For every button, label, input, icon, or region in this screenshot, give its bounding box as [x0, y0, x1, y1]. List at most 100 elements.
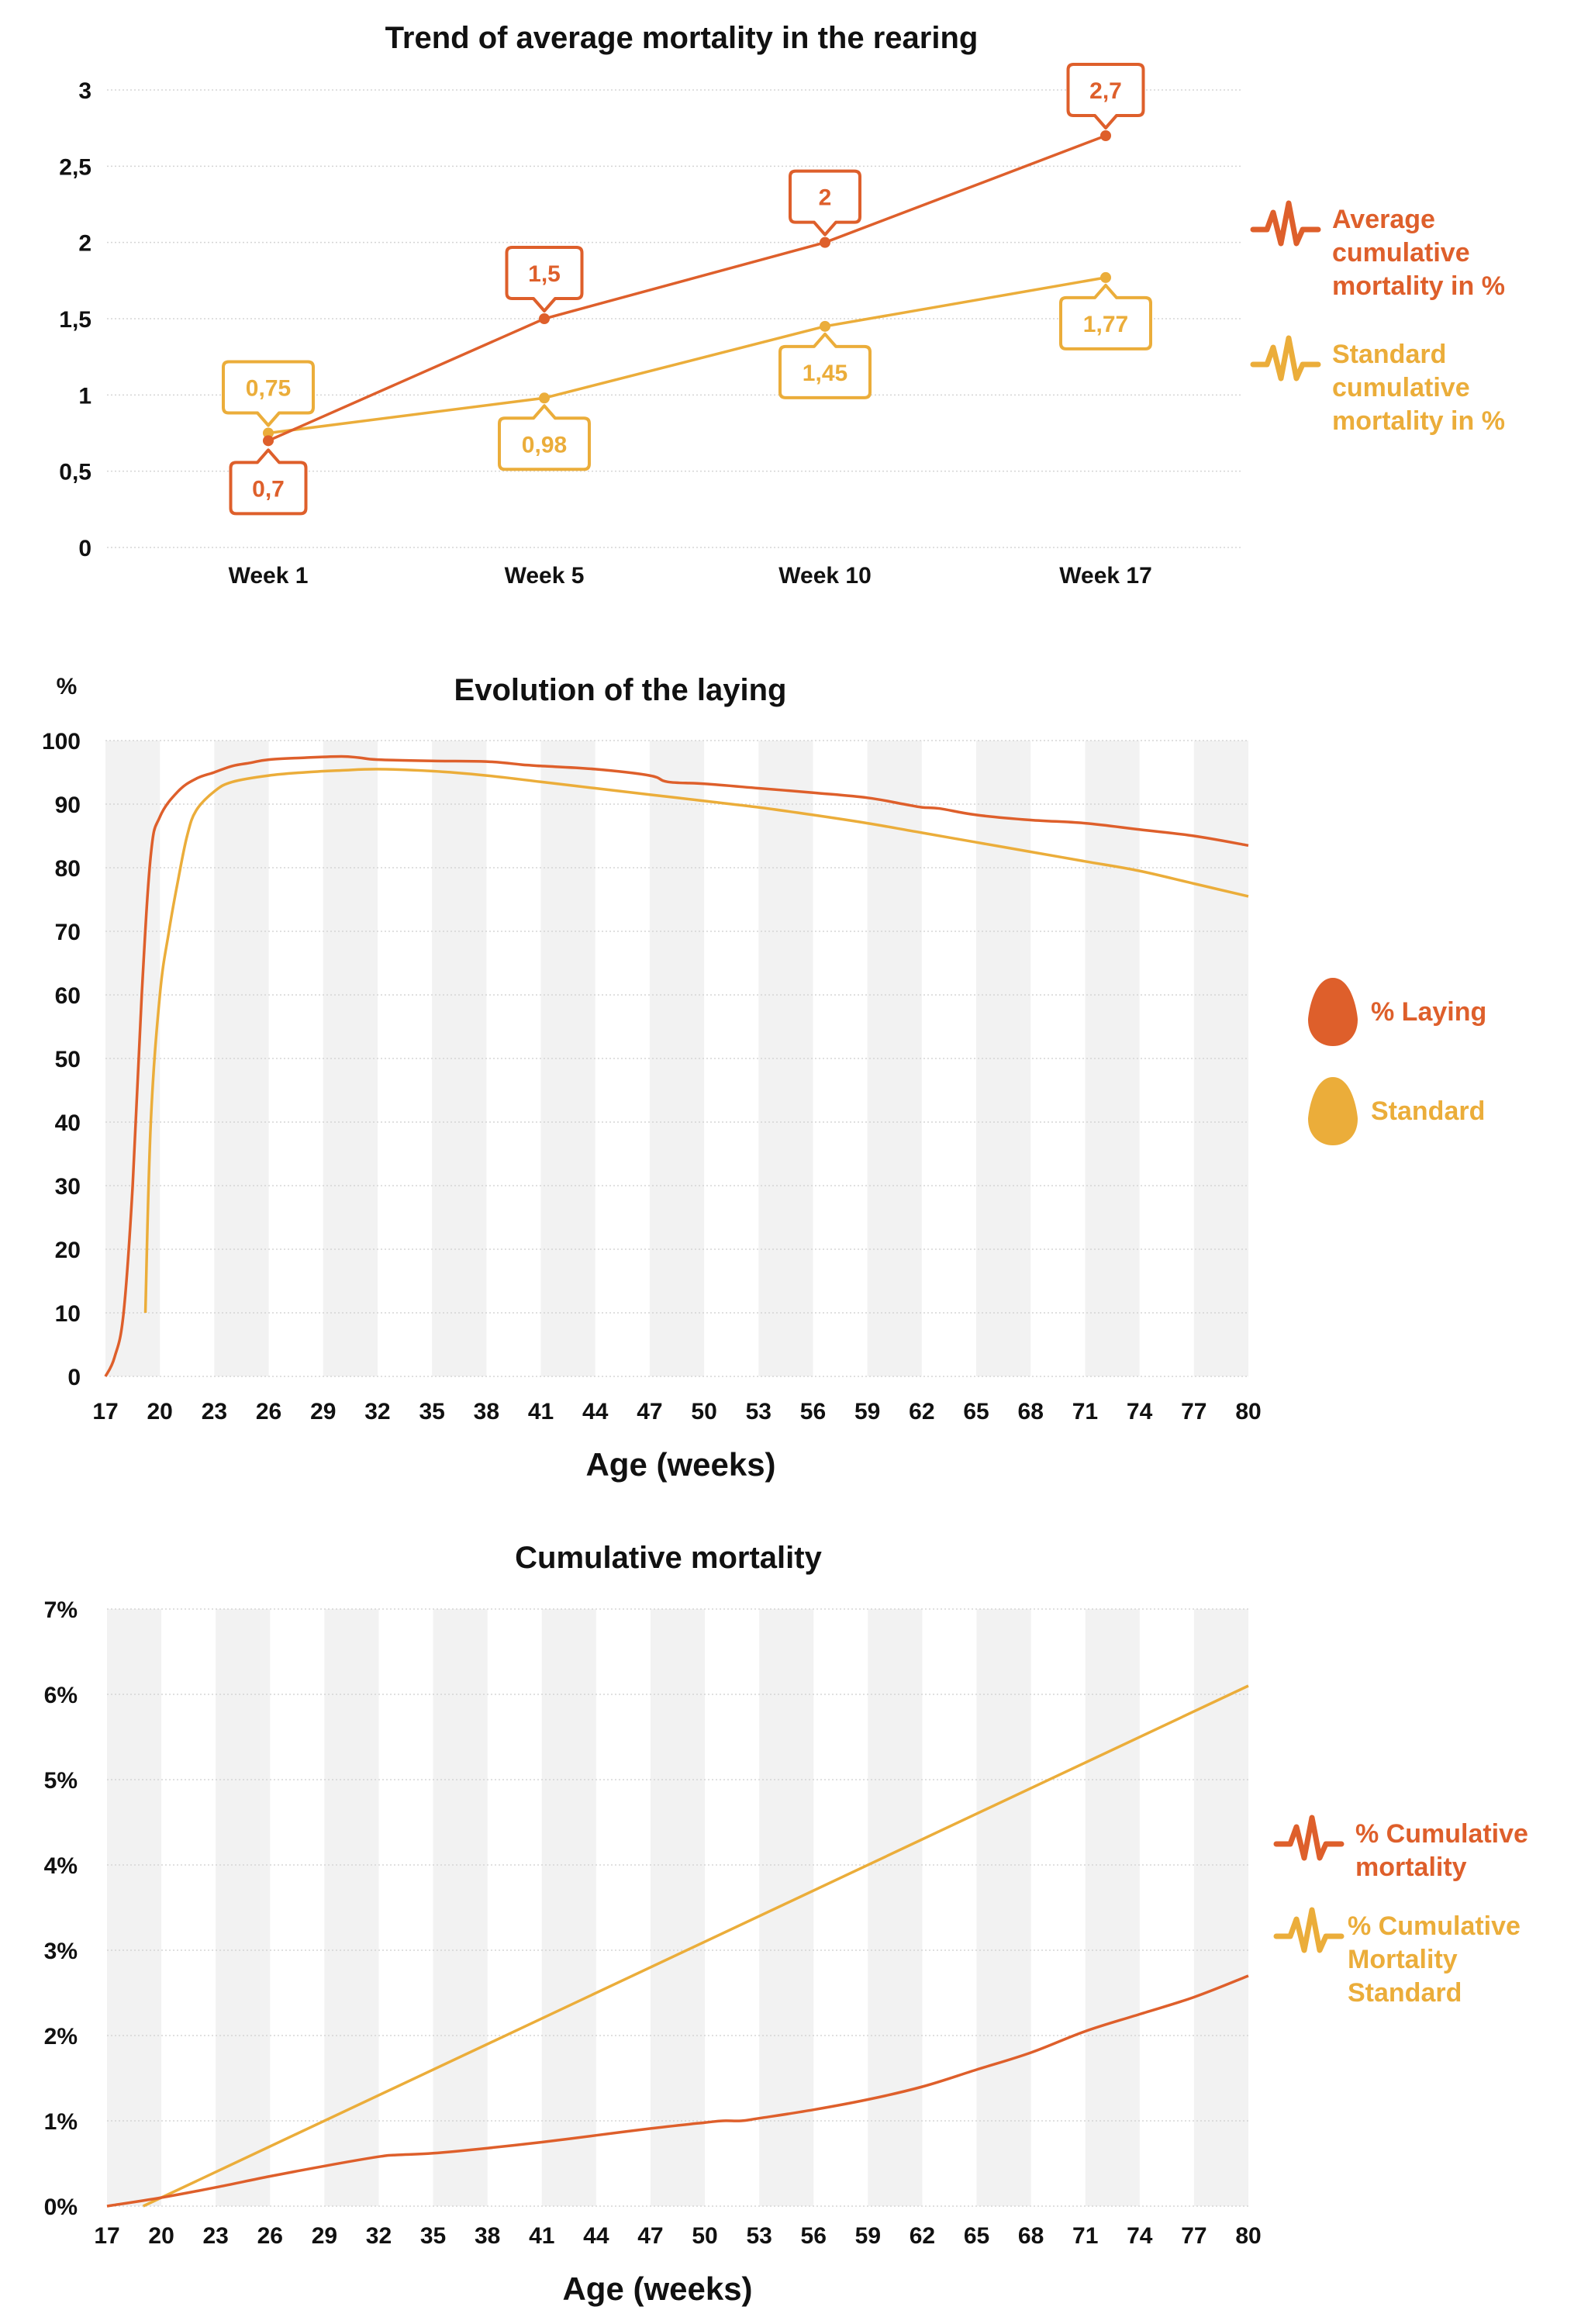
chart3-x-tick: 38 [475, 2223, 500, 2249]
chart2-y-unit: % [57, 674, 78, 699]
chart2-y-tick: 90 [55, 793, 81, 818]
chart3-band [1085, 1609, 1140, 2206]
chart3-x-tick: 80 [1235, 2223, 1261, 2249]
chart2-x-tick: 77 [1181, 1399, 1206, 1424]
chart1-y-tick: 0 [78, 536, 91, 561]
chart3-x-tick: 29 [312, 2223, 337, 2249]
chart2-x-axis-title: Age (weeks) [585, 1446, 775, 1483]
chart3-band [216, 1609, 271, 2206]
chart3-x-tick: 35 [420, 2223, 446, 2249]
chart2-x-tick: 56 [800, 1399, 826, 1424]
chart1-point-0 [1100, 130, 1111, 141]
chart3-legend-label: % Cumulative [1348, 1911, 1521, 1941]
chart1-data-label-primary: 2 [819, 185, 832, 211]
chart2-y-tick: 100 [42, 729, 81, 755]
chart1-y-tick: 3 [78, 78, 91, 104]
chart1-title: Trend of average mortality in the rearin… [385, 21, 979, 55]
chart2-band [976, 741, 1031, 1376]
chart2-x-tick: 29 [310, 1399, 336, 1424]
chart2-legend-label: % Laying [1371, 997, 1486, 1027]
chart1-data-label-standard: 1,77 [1083, 312, 1128, 337]
chart1-y-tick: 2 [78, 231, 91, 257]
chart2-y-tick: 0 [67, 1365, 81, 1390]
egg-icon [1308, 1077, 1358, 1145]
chart3-legend-label: % Cumulative [1355, 1819, 1528, 1849]
chart3-legend-label: Standard [1348, 1978, 1462, 2008]
chart1-data-label-standard: 0,98 [522, 432, 567, 458]
chart3-title: Cumulative mortality [515, 1541, 822, 1575]
chart1-y-tick: 2,5 [59, 154, 91, 180]
chart2-x-tick: 59 [854, 1399, 880, 1424]
chart3-band [433, 1609, 488, 2206]
chart1-point-0 [820, 237, 830, 248]
chart2-legend-label: Standard [1371, 1096, 1485, 1126]
chart3-y-tick: 3% [44, 1939, 78, 1964]
chart3-band [107, 1609, 162, 2206]
chart2-series-line-0 [104, 755, 1249, 1377]
chart2-y-tick: 40 [55, 1110, 81, 1136]
chart1-series-line-1 [268, 276, 1106, 435]
chart3-x-tick: 20 [148, 2223, 174, 2249]
chart1-data-label-primary-box [505, 246, 584, 313]
chart2-y-tick: 70 [55, 920, 81, 945]
chart2-x-tick: 38 [474, 1399, 499, 1424]
chart2-x-tick: 44 [582, 1399, 609, 1424]
chart2-x-tick: 74 [1127, 1399, 1153, 1424]
chart2-band [1085, 741, 1140, 1376]
chart2-x-tick: 47 [637, 1399, 662, 1424]
chart3-band [868, 1609, 923, 2206]
chart3-x-tick: 47 [637, 2223, 663, 2249]
chart1-data-label-primary-box [229, 448, 308, 516]
chart2-y-tick: 20 [55, 1238, 81, 1263]
chart1-point-1 [1100, 271, 1111, 283]
chart1-point-0 [263, 435, 274, 447]
chart3-y-tick: 4% [44, 1853, 78, 1879]
chart1-point-0 [539, 313, 550, 324]
heartbeat-icon [1250, 200, 1321, 247]
chart3-y-tick: 5% [44, 1768, 78, 1794]
chart1-series-line-0 [268, 134, 1106, 442]
chart3-y-tick: 2% [44, 2024, 78, 2049]
chart3-x-tick: 26 [257, 2223, 283, 2249]
chart2-y-tick: 80 [55, 856, 81, 882]
chart1-x-tick: Week 1 [229, 563, 309, 589]
chart1-data-label-standard-box [778, 332, 872, 399]
chart2-x-tick: 62 [909, 1399, 934, 1424]
chart3-x-tick: 62 [910, 2223, 935, 2249]
chart1-legend-label: mortality in % [1332, 271, 1505, 301]
chart1-x-tick: Week 10 [778, 563, 872, 589]
chart1-x-tick: Week 17 [1059, 563, 1152, 589]
chart1-y-tick: 1,5 [59, 307, 91, 333]
chart1-data-label-standard: 0,75 [246, 376, 291, 402]
chart2-x-tick: 17 [92, 1399, 118, 1424]
chart2-x-tick: 32 [364, 1399, 390, 1424]
chart2-x-tick: 80 [1235, 1399, 1261, 1424]
chart3-x-tick: 56 [801, 2223, 827, 2249]
chart3-legend-label: mortality [1355, 1853, 1467, 1882]
heartbeat-icon [1250, 335, 1321, 382]
chart1-data-label-primary: 1,5 [528, 261, 561, 287]
chart3-y-tick: 6% [44, 1683, 78, 1708]
chart3-x-tick: 68 [1018, 2223, 1044, 2249]
chart3-x-tick: 32 [366, 2223, 392, 2249]
chart2-title: Evolution of the laying [454, 673, 787, 707]
chart2-band [867, 741, 922, 1376]
chart3-x-tick: 50 [692, 2223, 717, 2249]
chart1-data-label-standard-box [1059, 283, 1152, 350]
chart1-point-1 [263, 427, 274, 439]
chart3-y-tick: 0% [44, 2195, 78, 2220]
chart1-data-label-standard-box [498, 404, 591, 471]
chart1-data-label-standard: 1,45 [803, 361, 847, 386]
chart2-x-tick: 68 [1018, 1399, 1044, 1424]
chart3-x-tick: 44 [583, 2223, 609, 2249]
chart1-x-tick: Week 5 [505, 563, 585, 589]
chart2-x-tick: 20 [147, 1399, 173, 1424]
chart3-series-line-1 [142, 1684, 1249, 2208]
chart2-x-tick: 65 [963, 1399, 989, 1424]
chart2-x-tick: 50 [691, 1399, 716, 1424]
chart2-series-line-1 [143, 768, 1249, 1314]
chart2-y-tick: 60 [55, 983, 81, 1009]
chart2-y-tick: 10 [55, 1301, 81, 1327]
chart1-data-label-primary-box [1066, 63, 1145, 129]
